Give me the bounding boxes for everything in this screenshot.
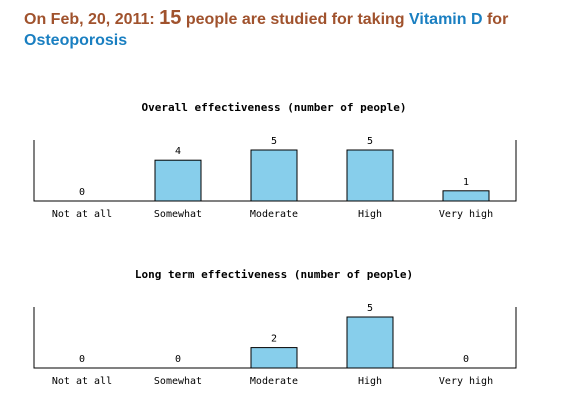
drug-link[interactable]: Vitamin D bbox=[409, 11, 483, 28]
data-label: 2 bbox=[271, 334, 277, 345]
header-middle: people are studied for taking bbox=[181, 11, 410, 28]
header-for: for bbox=[482, 11, 509, 28]
data-label: 5 bbox=[367, 136, 373, 147]
data-label: 0 bbox=[79, 354, 85, 365]
header-date: On Feb, 20, 2011: bbox=[24, 11, 160, 28]
data-label: 5 bbox=[271, 136, 277, 147]
x-tick-label: High bbox=[358, 376, 382, 387]
bar-somewhat bbox=[154, 159, 202, 202]
data-label: 1 bbox=[463, 177, 469, 188]
data-label: 0 bbox=[175, 354, 181, 365]
condition-link[interactable]: Osteoporosis bbox=[24, 32, 128, 49]
data-label: 5 bbox=[367, 303, 373, 314]
x-tick-label: Somewhat bbox=[154, 376, 202, 387]
chart-title: Overall effectiveness (number of people) bbox=[142, 101, 407, 114]
bar-high bbox=[346, 316, 394, 369]
x-tick-label: Moderate bbox=[250, 209, 298, 220]
bar-moderate bbox=[250, 347, 298, 369]
x-tick-label: Moderate bbox=[250, 376, 298, 387]
x-tick-label: High bbox=[358, 209, 382, 220]
chart-title: Long term effectiveness (number of peopl… bbox=[135, 268, 413, 281]
header-count: 15 bbox=[159, 7, 182, 29]
data-label: 0 bbox=[79, 187, 85, 198]
data-label: 0 bbox=[463, 354, 469, 365]
page-header: On Feb, 20, 2011: 15 people are studied … bbox=[24, 8, 564, 51]
x-tick-label: Very high bbox=[439, 209, 493, 220]
bar-very-high bbox=[442, 190, 490, 202]
x-tick-label: Not at all bbox=[52, 376, 112, 387]
bar-moderate bbox=[250, 149, 298, 202]
long-term-effectiveness-chart: Long term effectiveness (number of peopl… bbox=[33, 268, 517, 387]
bar-high bbox=[346, 149, 394, 202]
data-label: 4 bbox=[175, 146, 181, 157]
overall-effectiveness-chart: Overall effectiveness (number of people)… bbox=[33, 101, 517, 220]
x-tick-label: Very high bbox=[439, 376, 493, 387]
x-tick-label: Not at all bbox=[52, 209, 112, 220]
x-tick-label: Somewhat bbox=[154, 209, 202, 220]
